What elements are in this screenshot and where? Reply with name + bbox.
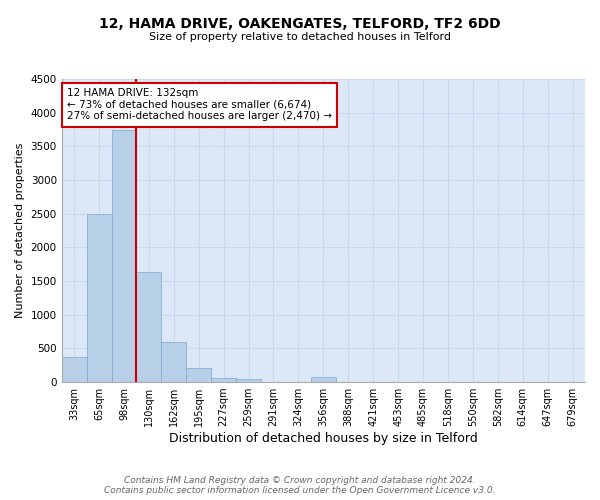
Y-axis label: Number of detached properties: Number of detached properties [15,143,25,318]
Bar [136,272,161,382]
Bar [211,378,236,382]
Bar [86,214,112,382]
Text: Size of property relative to detached houses in Telford: Size of property relative to detached ho… [149,32,451,42]
Text: 12, HAMA DRIVE, OAKENGATES, TELFORD, TF2 6DD: 12, HAMA DRIVE, OAKENGATES, TELFORD, TF2… [99,18,501,32]
Bar [112,130,136,382]
Bar [161,342,186,382]
Text: Contains HM Land Registry data © Crown copyright and database right 2024.
Contai: Contains HM Land Registry data © Crown c… [104,476,496,495]
Bar [62,357,86,382]
Bar [236,378,261,382]
X-axis label: Distribution of detached houses by size in Telford: Distribution of detached houses by size … [169,432,478,445]
Bar [186,368,211,382]
Bar [311,376,336,382]
Text: 12 HAMA DRIVE: 132sqm
← 73% of detached houses are smaller (6,674)
27% of semi-d: 12 HAMA DRIVE: 132sqm ← 73% of detached … [67,88,332,122]
